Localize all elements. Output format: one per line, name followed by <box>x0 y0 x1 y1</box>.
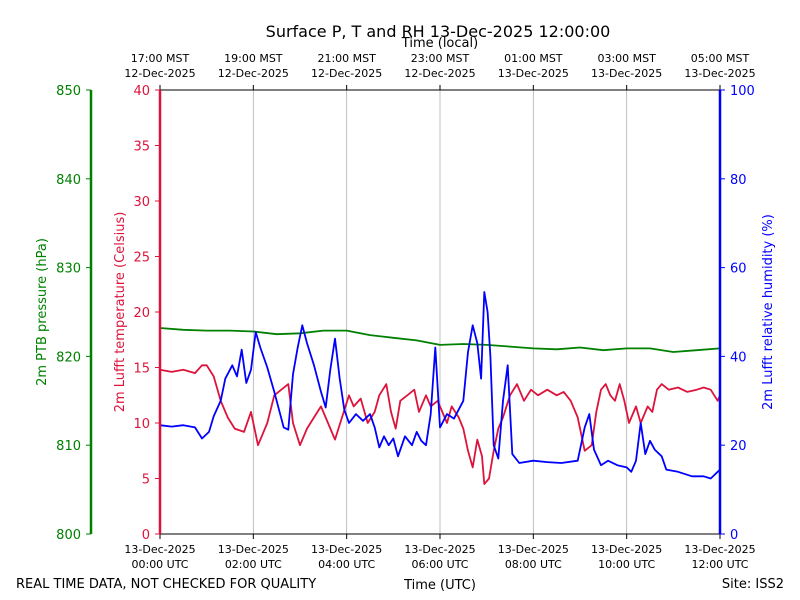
top-tick-label-0: 17:00 MST <box>131 52 190 65</box>
site-label: Site: ISS2 <box>722 577 784 592</box>
top-axis-label: Time (local) <box>401 36 478 51</box>
pressure-tick-label-3: 830 <box>56 262 81 277</box>
top-tick-label-2: 21:00 MST <box>317 52 376 65</box>
temperature-tick-label-0: 0 <box>142 528 150 543</box>
temperature-axis-label: 2m Lufft temperature (Celsius) <box>113 212 128 413</box>
humidity-series-line <box>159 291 721 480</box>
top-tick-sublabel-5: 13-Dec-2025 <box>591 67 662 80</box>
bottom-tick-sublabel-4: 08:00 UTC <box>505 558 562 571</box>
top-tick-label-6: 05:00 MST <box>691 52 750 65</box>
pressure-axis-label: 2m PTB pressure (hPa) <box>35 238 50 386</box>
plot-series <box>159 291 721 486</box>
bottom-tick-label-6: 13-Dec-2025 <box>684 543 755 556</box>
humidity-tick-label-2: 40 <box>730 350 747 365</box>
bottom-axis-label: Time (UTC) <box>403 578 476 593</box>
pressure-tick-label-4: 840 <box>56 173 81 188</box>
pressure-tick-label-0: 800 <box>56 528 81 543</box>
quality-notice: REAL TIME DATA, NOT CHECKED FOR QUALITY <box>16 577 316 592</box>
bottom-tick-label-5: 13-Dec-2025 <box>591 543 662 556</box>
temperature-tick-label-5: 25 <box>133 251 150 266</box>
temperature-tick-label-6: 30 <box>133 195 150 210</box>
top-tick-sublabel-1: 12-Dec-2025 <box>218 67 289 80</box>
pressure-tick-label-2: 820 <box>56 350 81 365</box>
temperature-tick-label-8: 40 <box>133 84 150 99</box>
top-tick-sublabel-2: 12-Dec-2025 <box>311 67 382 80</box>
bottom-tick-sublabel-5: 10:00 UTC <box>598 558 655 571</box>
temperature-tick-label-1: 5 <box>142 473 150 488</box>
humidity-tick-label-1: 20 <box>730 439 747 454</box>
top-tick-sublabel-6: 13-Dec-2025 <box>684 67 755 80</box>
bottom-tick-label-1: 13-Dec-2025 <box>218 543 289 556</box>
temperature-series-line <box>159 364 721 486</box>
bottom-tick-label-3: 13-Dec-2025 <box>404 543 475 556</box>
top-tick-sublabel-3: 12-Dec-2025 <box>404 67 475 80</box>
humidity-tick-label-5: 100 <box>730 84 755 99</box>
bottom-tick-label-2: 13-Dec-2025 <box>311 543 382 556</box>
bottom-tick-sublabel-3: 06:00 UTC <box>411 558 468 571</box>
bottom-tick-sublabel-6: 12:00 UTC <box>691 558 748 571</box>
bottom-tick-sublabel-2: 04:00 UTC <box>318 558 375 571</box>
temperature-tick-label-2: 10 <box>133 417 150 432</box>
axis-labels: 2m Lufft temperature (Celsius) 2m PTB pre… <box>35 212 776 413</box>
humidity-tick-label-3: 60 <box>730 262 747 277</box>
top-tick-label-5: 03:00 MST <box>597 52 656 65</box>
axis-ticks: 13-Dec-2025 00:00 UTC 13-Dec-2025 02:00 UTC… <box>56 52 755 571</box>
bottom-tick-label-4: 13-Dec-2025 <box>498 543 569 556</box>
pressure-tick-label-1: 810 <box>56 439 81 454</box>
bottom-tick-label-0: 13-Dec-2025 <box>124 543 195 556</box>
top-tick-label-3: 23:00 MST <box>411 52 470 65</box>
bottom-tick-sublabel-1: 02:00 UTC <box>225 558 282 571</box>
humidity-tick-label-4: 80 <box>730 173 747 188</box>
top-tick-sublabel-4: 13-Dec-2025 <box>498 67 569 80</box>
temperature-tick-label-3: 15 <box>133 362 150 377</box>
humidity-tick-label-0: 0 <box>730 528 738 543</box>
humidity-axis-label: 2m Lufft relative humidity (%) <box>761 214 776 410</box>
top-tick-label-1: 19:00 MST <box>224 52 283 65</box>
temperature-tick-label-4: 20 <box>133 306 150 321</box>
pressure-series-line <box>159 327 721 353</box>
chart-title: Surface P, T and RH 13-Dec-2025 12:00:00 <box>266 22 611 41</box>
top-tick-label-4: 01:00 MST <box>504 52 563 65</box>
bottom-tick-sublabel-0: 00:00 UTC <box>131 558 188 571</box>
top-tick-sublabel-0: 12-Dec-2025 <box>124 67 195 80</box>
temperature-tick-label-7: 35 <box>133 140 150 155</box>
pressure-tick-label-5: 850 <box>56 84 81 99</box>
